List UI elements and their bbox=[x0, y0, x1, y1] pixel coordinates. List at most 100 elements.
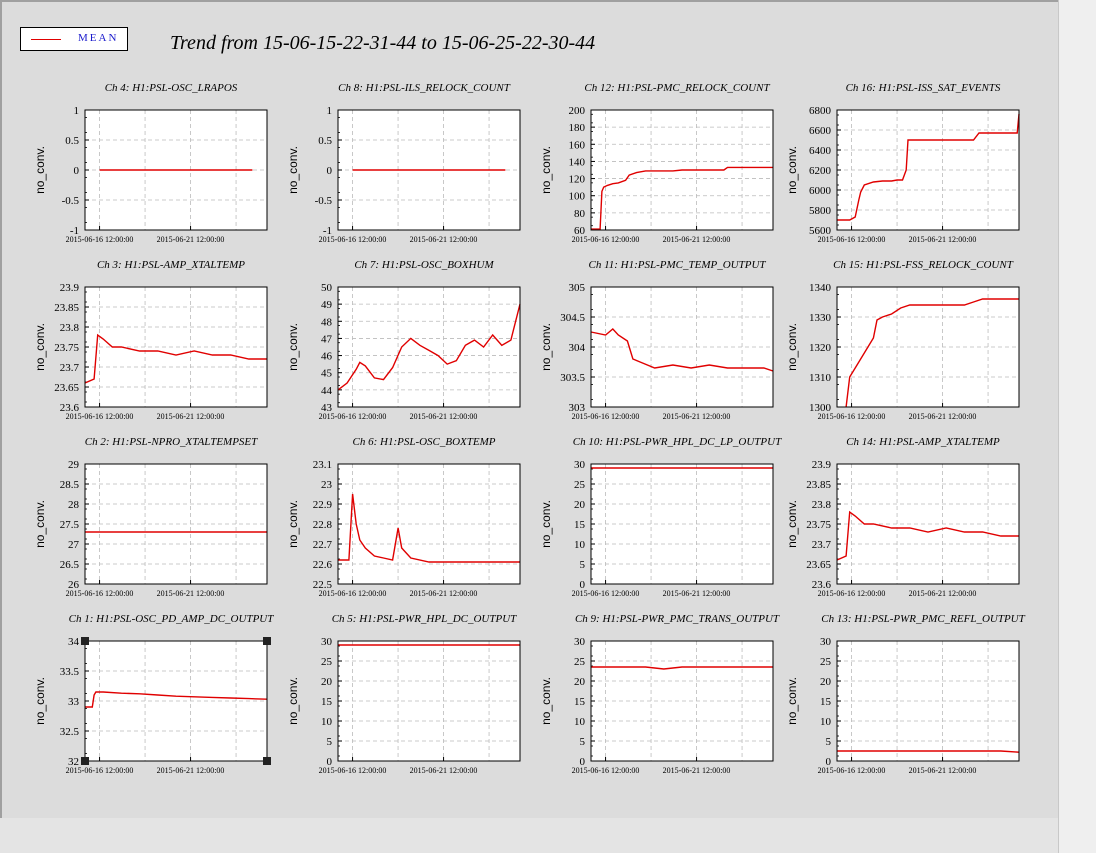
x-tick-label: 2015-06-21 12:00:00 bbox=[909, 412, 977, 421]
y-tick-label: 200 bbox=[569, 105, 586, 117]
plot-frame bbox=[84, 286, 268, 408]
y-tick-label: -1 bbox=[70, 225, 79, 237]
y-axis-label: no_conv. bbox=[539, 146, 553, 194]
y-tick-label: 10 bbox=[820, 716, 832, 728]
y-tick-label: 30 bbox=[820, 636, 832, 648]
series-line bbox=[338, 493, 520, 563]
y-axis-label: no_conv. bbox=[785, 500, 799, 548]
y-tick-label: -0.5 bbox=[62, 195, 80, 207]
y-tick-label: 23.65 bbox=[806, 559, 831, 571]
x-tick-label: 2015-06-16 12:00:00 bbox=[66, 766, 134, 775]
y-tick-label: 1300 bbox=[809, 402, 832, 414]
y-tick-label: 5 bbox=[826, 736, 832, 748]
y-tick-label: 0.5 bbox=[65, 135, 79, 147]
plot-frame bbox=[836, 640, 1020, 762]
y-tick-label: 100 bbox=[569, 191, 586, 203]
x-tick-label: 2015-06-21 12:00:00 bbox=[410, 589, 478, 598]
legend: MEAN bbox=[20, 27, 128, 51]
y-tick-label: 33 bbox=[68, 696, 80, 708]
series-line bbox=[837, 113, 1020, 221]
y-tick-label: 26 bbox=[68, 579, 80, 591]
selection-handle bbox=[81, 637, 89, 645]
chart-title: Ch 10: H1:PSL-PWR_HPL_DC_LP_OUTPUT bbox=[573, 436, 782, 448]
y-tick-label: 80 bbox=[574, 208, 586, 220]
y-axis-label: no_conv. bbox=[286, 323, 300, 371]
x-tick-label: 2015-06-16 12:00:00 bbox=[319, 412, 387, 421]
x-tick-label: 2015-06-21 12:00:00 bbox=[909, 235, 977, 244]
y-tick-label: 23.8 bbox=[60, 322, 80, 334]
x-tick-label: 2015-06-16 12:00:00 bbox=[66, 412, 134, 421]
y-tick-label: 20 bbox=[574, 676, 586, 688]
y-tick-label: 6200 bbox=[809, 165, 832, 177]
y-tick-label: 47 bbox=[321, 333, 333, 345]
y-tick-label: 28 bbox=[68, 499, 80, 511]
y-tick-label: 25 bbox=[820, 656, 832, 668]
x-tick-label: 2015-06-21 12:00:00 bbox=[909, 589, 977, 598]
y-tick-label: 25 bbox=[574, 479, 586, 491]
chart-title: Ch 12: H1:PSL-PMC_RELOCK_COUNT bbox=[584, 82, 770, 94]
y-tick-label: 1310 bbox=[809, 372, 832, 384]
plot-area bbox=[338, 287, 520, 407]
y-tick-label: 23.1 bbox=[313, 459, 332, 471]
x-tick-label: 2015-06-16 12:00:00 bbox=[319, 589, 387, 598]
y-axis-label: no_conv. bbox=[785, 323, 799, 371]
y-tick-label: 5 bbox=[580, 736, 586, 748]
y-tick-label: 20 bbox=[820, 676, 832, 688]
chart-title: Ch 2: H1:PSL-NPRO_XTALTEMPSET bbox=[85, 436, 258, 448]
y-tick-label: 303.5 bbox=[560, 372, 585, 384]
x-tick-label: 2015-06-16 12:00:00 bbox=[572, 235, 640, 244]
y-tick-label: 49 bbox=[321, 299, 333, 311]
plot-frame bbox=[337, 109, 521, 231]
series-line bbox=[591, 166, 773, 230]
y-tick-label: 23.7 bbox=[60, 362, 80, 374]
plot-frame bbox=[590, 640, 774, 762]
chart-title: Ch 4: H1:PSL-OSC_LRAPOS bbox=[105, 82, 238, 94]
y-tick-label: 22.6 bbox=[313, 559, 333, 571]
window-bottom-edge bbox=[0, 818, 1058, 853]
x-tick-label: 2015-06-21 12:00:00 bbox=[663, 589, 731, 598]
y-tick-label: 1340 bbox=[809, 282, 832, 294]
x-tick-label: 2015-06-21 12:00:00 bbox=[157, 589, 225, 598]
series-line bbox=[84, 333, 267, 384]
series-line bbox=[836, 510, 1019, 561]
y-axis-label: no_conv. bbox=[785, 146, 799, 194]
y-tick-label: 50 bbox=[321, 282, 333, 294]
legend-label: MEAN bbox=[78, 32, 119, 44]
y-tick-label: 10 bbox=[321, 716, 333, 728]
plot-frame bbox=[337, 640, 521, 762]
plot-frame bbox=[84, 640, 268, 762]
plot-frame bbox=[590, 286, 774, 408]
y-tick-label: 5600 bbox=[809, 225, 832, 237]
chart-title: Ch 14: H1:PSL-AMP_XTALTEMP bbox=[846, 436, 1000, 448]
x-tick-label: 2015-06-21 12:00:00 bbox=[909, 766, 977, 775]
y-axis-label: no_conv. bbox=[33, 146, 47, 194]
y-tick-label: 0 bbox=[327, 756, 333, 768]
x-tick-label: 2015-06-16 12:00:00 bbox=[818, 412, 886, 421]
chart-title: Ch 9: H1:PSL-PWR_PMC_TRANS_OUTPUT bbox=[575, 613, 780, 625]
y-tick-label: 23.9 bbox=[60, 282, 80, 294]
chart-title: Ch 3: H1:PSL-AMP_XTALTEMP bbox=[97, 259, 245, 271]
x-tick-label: 2015-06-16 12:00:00 bbox=[572, 766, 640, 775]
y-tick-label: 0.5 bbox=[318, 135, 332, 147]
y-tick-label: 304 bbox=[569, 342, 586, 354]
y-tick-label: 5 bbox=[580, 559, 586, 571]
page-title: Trend from 15-06-15-22-31-44 to 15-06-25… bbox=[170, 32, 596, 54]
y-tick-label: 23 bbox=[321, 479, 333, 491]
series-line bbox=[337, 303, 521, 391]
series-line bbox=[85, 691, 268, 708]
y-tick-label: 1330 bbox=[809, 312, 832, 324]
y-tick-label: 26.5 bbox=[60, 559, 80, 571]
y-axis-label: no_conv. bbox=[539, 500, 553, 548]
y-tick-label: 48 bbox=[321, 316, 333, 328]
y-tick-label: 23.7 bbox=[812, 539, 832, 551]
y-tick-label: 15 bbox=[574, 519, 586, 531]
y-tick-label: 23.65 bbox=[54, 382, 79, 394]
chart-title: Ch 13: H1:PSL-PWR_PMC_REFL_OUTPUT bbox=[821, 613, 1025, 625]
